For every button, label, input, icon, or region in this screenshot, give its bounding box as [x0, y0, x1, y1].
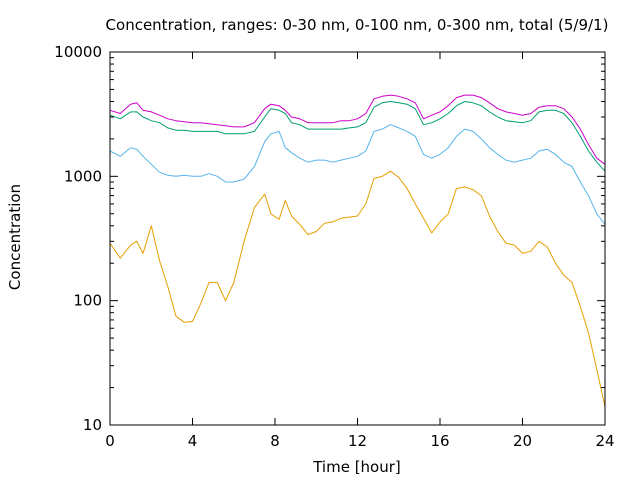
y-tick-label: 1000 [64, 167, 102, 185]
y-tick-label: 100 [73, 292, 102, 310]
series-line-2 [109, 124, 606, 225]
y-tick-label: 10000 [54, 43, 102, 61]
series-line-1 [109, 170, 606, 407]
series-line-4 [109, 94, 606, 165]
x-axis-label: Time [hour] [312, 458, 401, 476]
series-layer [109, 94, 606, 407]
x-tick-label: 12 [348, 432, 367, 450]
y-axis-ticks: 10 100 1000 10000 [54, 43, 605, 434]
x-tick-label: 20 [513, 432, 532, 450]
x-tick-label: 8 [270, 432, 280, 450]
chart-title: Concentration, ranges: 0-30 nm, 0-100 nm… [106, 16, 609, 34]
plot-frame [109, 51, 606, 426]
x-tick-label: 16 [430, 432, 449, 450]
x-tick-label: 4 [188, 432, 198, 450]
series-line-3 [109, 101, 606, 172]
x-axis-ticks: 0 4 8 12 16 20 24 [105, 52, 615, 450]
x-tick-label: 0 [105, 432, 115, 450]
y-axis-label: Concentration [6, 184, 24, 290]
y-tick-label: 10 [83, 416, 102, 434]
x-tick-label: 24 [595, 432, 614, 450]
